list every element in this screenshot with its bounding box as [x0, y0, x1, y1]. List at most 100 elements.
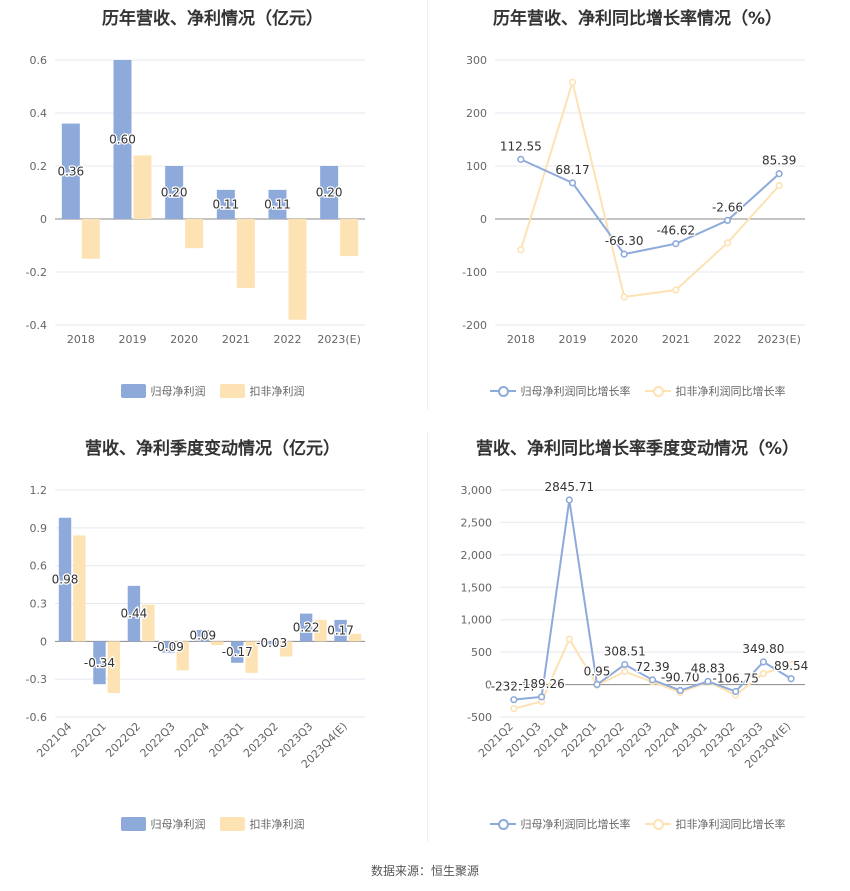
net-growth-point — [621, 660, 629, 669]
net-growth-point — [620, 250, 628, 258]
data-label: -0.17 — [222, 645, 253, 659]
deducted-growth-point — [620, 293, 628, 301]
y-tick-label: 0 — [40, 213, 47, 226]
legend-label: 归母净利润同比增长率 — [520, 385, 631, 398]
data-label: 0.98 — [52, 573, 79, 587]
deducted-profit-bar — [142, 604, 155, 642]
legend-item-deducted-profit[interactable]: 扣非净利润 — [219, 816, 305, 832]
data-label: 0.95 — [584, 665, 611, 679]
net-profit-bar — [196, 629, 209, 642]
legend-line-icon — [644, 385, 671, 397]
x-tick-label: 2022 — [274, 333, 302, 346]
y-tick-label: 200 — [466, 107, 487, 120]
net-growth-point — [704, 677, 712, 686]
y-tick-label: -0.4 — [26, 319, 47, 332]
data-label: 72.39 — [635, 660, 669, 674]
y-tick-label: 1,500 — [461, 581, 493, 594]
legend-item-deducted-growth[interactable]: 扣非净利润同比增长率 — [644, 816, 786, 832]
data-label: 0.11 — [264, 197, 291, 211]
legend-label: 扣非净利润 — [249, 385, 305, 398]
data-label: -90.70 — [661, 670, 700, 684]
data-label: -0.34 — [84, 656, 115, 670]
data-label: 89.54 — [774, 659, 808, 673]
legend-swatch-icon — [219, 817, 245, 831]
net-profit-bar — [268, 189, 287, 219]
y-tick-label: -500 — [467, 711, 492, 724]
y-tick-label: 1.2 — [30, 484, 48, 497]
net-profit-bar — [320, 166, 339, 219]
deducted-profit-bar — [279, 641, 293, 657]
legend-swatch-icon — [120, 384, 146, 398]
data-label: 0.20 — [161, 186, 188, 200]
net-growth-point — [732, 687, 740, 696]
net-growth-point — [568, 179, 577, 187]
chart-title: 营收、净利同比增长率季度变动情况（%） — [475, 439, 800, 459]
legend-label: 归母净利润 — [150, 385, 206, 398]
panel-quarterly-profit: 营收、净利季度变动情况（亿元） -0.6 -0.3 0 0.3 0.6 0.9 1.2 0.9… — [0, 430, 425, 860]
x-tick-label: 2021 — [222, 333, 250, 346]
chart-title: 历年营收、净利同比增长率情况（%） — [492, 9, 783, 29]
data-label: 0.17 — [327, 624, 354, 638]
y-tick-label: 0 — [485, 679, 492, 692]
data-label: -189.26 — [518, 677, 564, 691]
data-label: 48.83 — [691, 661, 725, 675]
x-tick-label: 2022Q2 — [103, 720, 143, 760]
net-growth-point — [517, 155, 525, 163]
chart-legend: 归母净利润同比增长率 扣非净利润同比增长率 — [425, 383, 850, 399]
net-growth-point — [676, 686, 684, 695]
y-tick-label: 3,000 — [461, 484, 493, 497]
deducted-growth-point — [787, 660, 795, 669]
data-label: -106.75 — [713, 671, 759, 685]
panel-divider — [427, 432, 428, 842]
deducted-profit-bar — [73, 535, 86, 642]
net-profit-bar — [334, 619, 347, 642]
net-profit-bar — [162, 641, 175, 653]
net-profit-bar — [93, 641, 106, 685]
legend-item-net-growth[interactable]: 归母净利润同比增长率 — [489, 816, 631, 832]
x-tick-label: 2023Q2 — [241, 720, 281, 760]
y-tick-label: 300 — [466, 54, 487, 67]
net-profit-bar — [113, 60, 132, 219]
deducted-growth-point — [621, 668, 629, 676]
net-profit-bar — [231, 641, 244, 663]
annual-profit-bar-chart: -0.4 -0.2 0 0.2 0.4 0.6 0.36 0.60 0.20 0.11 0.11 0.… — [26, 54, 365, 346]
deducted-profit-bar — [133, 155, 152, 219]
legend-line-icon — [489, 818, 516, 830]
deducted-profit-bar — [288, 219, 307, 320]
x-tick-label: 2022 — [714, 333, 742, 346]
y-tick-label: -100 — [462, 266, 487, 279]
data-label: -232.77 — [491, 680, 537, 694]
data-label: 0.11 — [212, 197, 239, 211]
y-tick-label: 0.9 — [30, 522, 48, 535]
panel-divider — [427, 0, 428, 410]
net-profit-bar — [299, 613, 313, 642]
x-tick-label: 2022Q1 — [69, 720, 109, 760]
deducted-profit-bar — [348, 633, 362, 642]
data-label: 112.55 — [500, 139, 542, 153]
net-growth-point — [775, 170, 783, 178]
y-tick-label: 500 — [471, 646, 492, 659]
deducted-profit-bar — [107, 641, 121, 694]
data-source-note: 数据来源：恒生聚源 — [370, 864, 479, 878]
net-profit-bar — [265, 641, 278, 646]
y-tick-label: -0.3 — [26, 673, 47, 686]
deducted-growth-point — [565, 635, 573, 643]
deducted-growth-point — [672, 286, 680, 294]
y-tick-label: 0.6 — [30, 560, 48, 573]
chart-legend: 归母净利润同比增长率 扣非净利润同比增长率 — [425, 816, 850, 832]
legend-item-deducted-growth[interactable]: 扣非净利润同比增长率 — [644, 383, 786, 399]
legend-item-net-growth[interactable]: 归母净利润同比增长率 — [489, 383, 631, 399]
x-tick-label: 2021Q4 — [34, 720, 74, 760]
data-label: 0.60 — [109, 133, 136, 147]
data-label: -0.03 — [256, 636, 287, 650]
legend-item-net-profit[interactable]: 归母净利润 — [120, 816, 206, 832]
legend-item-deducted-profit[interactable]: 扣非净利润 — [219, 383, 305, 399]
deducted-profit-bar — [211, 641, 224, 646]
legend-label: 扣非净利润同比增长率 — [675, 385, 786, 398]
net-profit-bar — [216, 189, 235, 219]
legend-item-net-profit[interactable]: 归母净利润 — [120, 383, 206, 399]
net-profit-bar — [127, 585, 141, 642]
data-label: -46.62 — [656, 224, 695, 238]
chart-legend: 归母净利润 扣非净利润 — [0, 816, 425, 832]
panel-annual-growth: 历年营收、净利同比增长率情况（%） -200 -100 0 100 200 300 112.… — [425, 0, 850, 430]
